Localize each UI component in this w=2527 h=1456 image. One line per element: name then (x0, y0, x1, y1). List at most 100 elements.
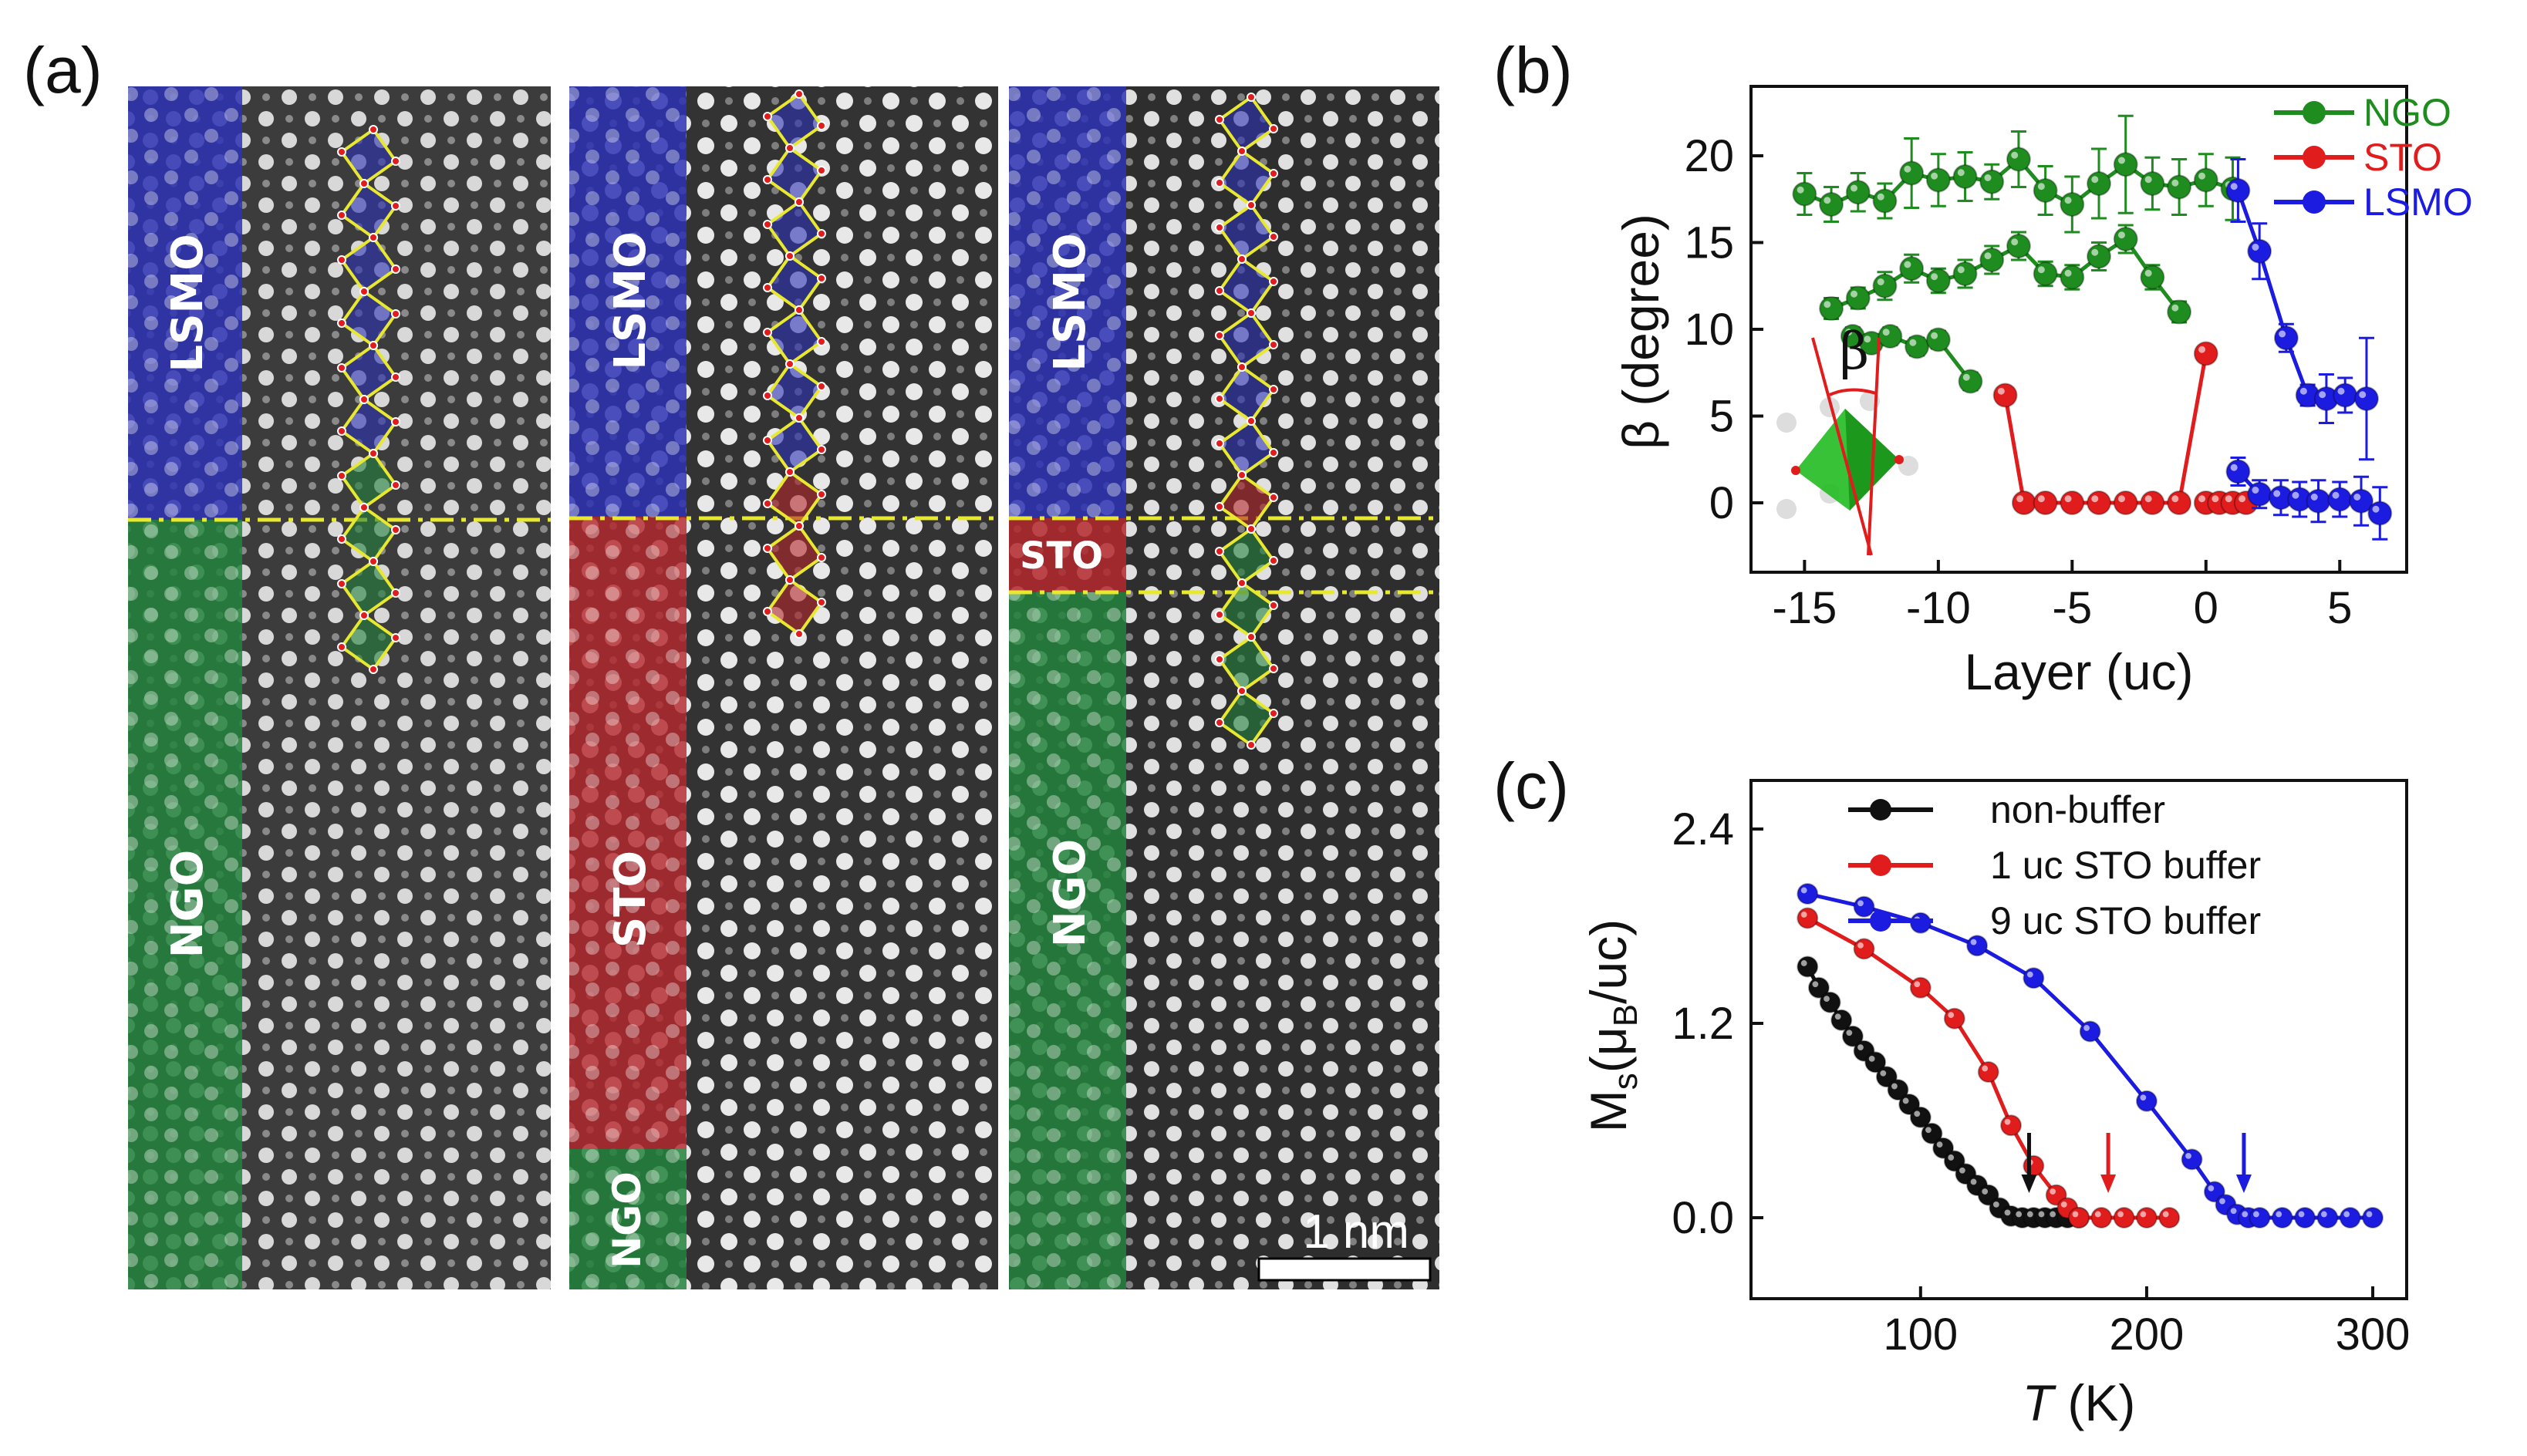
point-highlight (2337, 387, 2345, 395)
data-point (1952, 261, 1978, 286)
point-highlight (2343, 1211, 2350, 1218)
oxygen-atom (359, 503, 369, 512)
oxygen-atom (337, 471, 346, 480)
oxygen-atom (337, 534, 346, 544)
point-highlight (1851, 184, 1858, 192)
point-highlight (1957, 169, 1965, 177)
data-point (2113, 227, 2138, 251)
data-point (1966, 935, 1989, 957)
point-highlight (1959, 1167, 1965, 1174)
data-point (2087, 171, 2112, 196)
sto-label: STO (606, 851, 656, 948)
point-highlight (2279, 330, 2286, 338)
point-highlight (2011, 151, 2019, 159)
data-point (2193, 341, 2218, 366)
data-point (2023, 967, 2045, 989)
sto-label: STO (1020, 534, 1103, 578)
data-point (2113, 490, 2138, 515)
lsmo-label: LSMO (606, 231, 656, 369)
data-point (2033, 261, 2058, 286)
point-highlight (2117, 231, 2125, 239)
point-highlight (1800, 912, 1807, 918)
point-highlight (2038, 1211, 2045, 1218)
y-tick-label: 20 (1684, 131, 1734, 181)
point-highlight (2319, 391, 2326, 399)
legend-label: LSMO (2363, 180, 2473, 224)
x-tick-label: -5 (2053, 583, 2093, 633)
oxygen-atom (763, 607, 772, 616)
oxygen-atom (337, 318, 346, 328)
point-highlight (2252, 487, 2259, 494)
point-highlight (2171, 304, 2179, 312)
data-point (2294, 1207, 2316, 1228)
point-highlight (1880, 1070, 1887, 1077)
oxygen-atom (391, 309, 400, 318)
data-point (1853, 895, 1875, 918)
data-point (2333, 383, 2358, 408)
point-highlight (2332, 491, 2340, 499)
point-highlight (2064, 495, 2072, 503)
oxygen-atom (1247, 416, 1256, 426)
data-point (1792, 181, 1817, 207)
point-highlight (2064, 269, 2072, 277)
point-highlight (2225, 495, 2232, 503)
oxygen-atom (1237, 362, 1247, 372)
point-highlight (1877, 193, 1884, 201)
x-axis-title: Layer (uc) (1964, 643, 2193, 700)
oxygen-atom (391, 417, 400, 426)
point-highlight (2299, 387, 2307, 395)
oxygen-atom (795, 89, 804, 99)
oxygen-atom (337, 363, 346, 372)
point-highlight (2050, 1211, 2056, 1218)
data-point (2167, 174, 2192, 200)
point-highlight (1904, 261, 1911, 268)
data-point (2273, 325, 2299, 351)
oxygen-atom (1215, 547, 1224, 556)
x-axis-title: T (K) (2023, 1374, 2136, 1431)
y-tick-label: 2.4 (1672, 804, 1734, 854)
point-highlight (2011, 238, 2019, 246)
point-highlight (1962, 373, 1970, 381)
data-point (1943, 1007, 1965, 1030)
oxygen-atom (391, 265, 400, 274)
oxygen-atom (1237, 254, 1247, 264)
point-highlight (2253, 1211, 2259, 1218)
legend-label: non-buffer (1990, 788, 2165, 831)
oxygen-atom (817, 490, 826, 499)
point-highlight (2230, 463, 2238, 471)
point-highlight (2310, 494, 2318, 501)
oxygen-atom (337, 211, 346, 220)
oxygen-atom (1247, 632, 1256, 642)
point-highlight (1845, 329, 1853, 336)
sto-region (1009, 518, 1126, 592)
point-highlight (2353, 494, 2361, 501)
point-highlight (1931, 172, 1938, 180)
point-highlight (1857, 900, 1864, 907)
point-highlight (1909, 339, 1917, 346)
oxygen-atom (817, 553, 826, 562)
data-point (1797, 956, 1819, 978)
point-highlight (2212, 495, 2219, 503)
point-highlight (1984, 252, 1992, 260)
oxygen-atom (1269, 385, 1278, 394)
data-point (2339, 1207, 2361, 1228)
data-point (2090, 1207, 2113, 1228)
data-point (2023, 1154, 2045, 1177)
data-point (2158, 1207, 2181, 1228)
point-highlight (1812, 981, 1819, 988)
point-highlight (2219, 1198, 2225, 1205)
legend-marker (1870, 910, 1891, 932)
series-ngo (1819, 224, 2192, 325)
point-highlight (2171, 495, 2179, 503)
point-highlight (2091, 176, 2099, 184)
oxygen-atom (1269, 277, 1278, 286)
point-highlight (2026, 1211, 2033, 1218)
oxygen-atom (1247, 524, 1256, 534)
data-point (1925, 268, 1951, 293)
point-highlight (1914, 981, 1921, 988)
oxygen-atom (817, 337, 826, 346)
oxygen-atom (817, 166, 826, 175)
data-point (2327, 487, 2353, 512)
point-highlight (2359, 391, 2367, 399)
